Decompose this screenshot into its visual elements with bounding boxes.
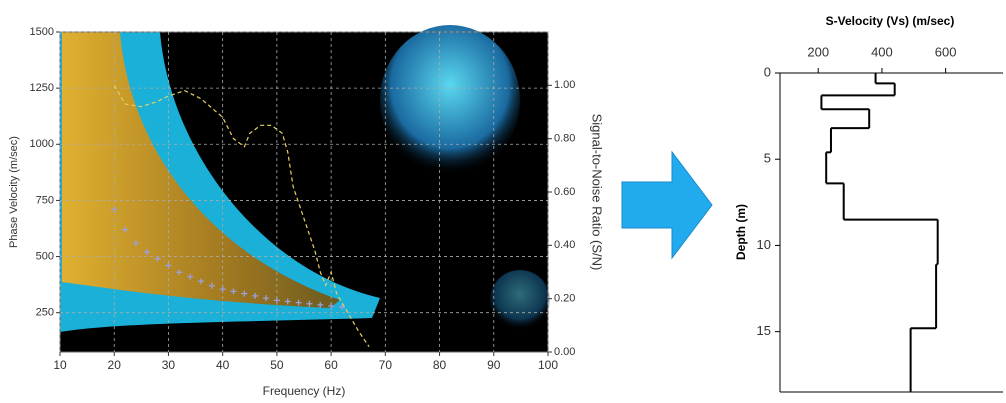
pick-marker [111,206,118,213]
x-tick-label: 100 [538,358,558,372]
x-tick-label: 60 [324,358,338,372]
energy-blob [490,270,550,330]
y-tick-label: 1500 [30,26,54,38]
y2-tick-label: 0.60 [554,186,575,198]
y2-tick-label: 0.20 [554,293,575,305]
y2-tick-label: 0.40 [554,239,575,251]
x-tick-label: 20 [108,358,122,372]
pick-marker [197,278,204,285]
y-tick-label: 15 [757,323,771,338]
pick-marker [176,269,183,276]
snr-line [113,85,370,348]
x-tick-label: 40 [216,358,230,372]
arrow [621,150,713,260]
energy-blob [380,25,520,175]
y-tick-label: 10 [757,237,771,252]
pick-marker [165,262,172,269]
pick-marker [273,297,280,304]
y-tick-label: 1000 [30,138,54,150]
energy-band [62,32,340,308]
x-tick-label: 400 [871,44,893,59]
y-axis-label: Phase Velocity (m/sec) [8,136,20,248]
pick-marker [295,299,302,306]
x-tick-label: 30 [162,358,176,372]
pick-marker [241,290,248,297]
y-tick-label: 500 [36,250,54,262]
y-tick-label: 5 [764,151,771,166]
pick-marker [219,286,226,293]
pick-marker [187,273,194,280]
pick-marker [263,295,270,302]
x-tick-label: 600 [935,44,957,59]
y2-tick-label: 0.00 [554,346,575,358]
pick-marker [306,300,313,307]
y-tick-label: 1250 [30,82,54,94]
y-tick-label: 0 [764,64,771,79]
pick-marker [230,288,237,295]
pick-marker [338,304,345,311]
x-tick-label: 70 [379,358,393,372]
y-tick-label: 750 [36,194,54,206]
pick-marker [143,249,150,256]
x-tick-label: 200 [807,44,829,59]
y2-axis-label: Signal-to-Noise Ratio (S/N) [590,114,605,271]
chart-title: S-Velocity (Vs) (m/sec) [826,14,955,28]
x-axis-label: Frequency (Hz) [263,384,346,398]
pick-marker [154,255,161,262]
x-tick-label: 50 [270,358,284,372]
x-tick-label: 10 [53,358,67,372]
pick-marker [317,301,324,308]
y2-tick-label: 1.00 [554,79,575,91]
y-axis-label: Depth (m) [734,204,748,260]
pick-marker [122,226,129,233]
pick-marker [284,298,291,305]
x-tick-label: 90 [487,358,501,372]
pick-marker [328,302,335,309]
x-tick-label: 80 [433,358,447,372]
pick-marker [208,282,215,289]
y2-tick-label: 0.80 [554,133,575,145]
y-tick-label: 250 [36,307,54,319]
pick-marker [252,292,259,299]
pick-marker [132,240,139,247]
